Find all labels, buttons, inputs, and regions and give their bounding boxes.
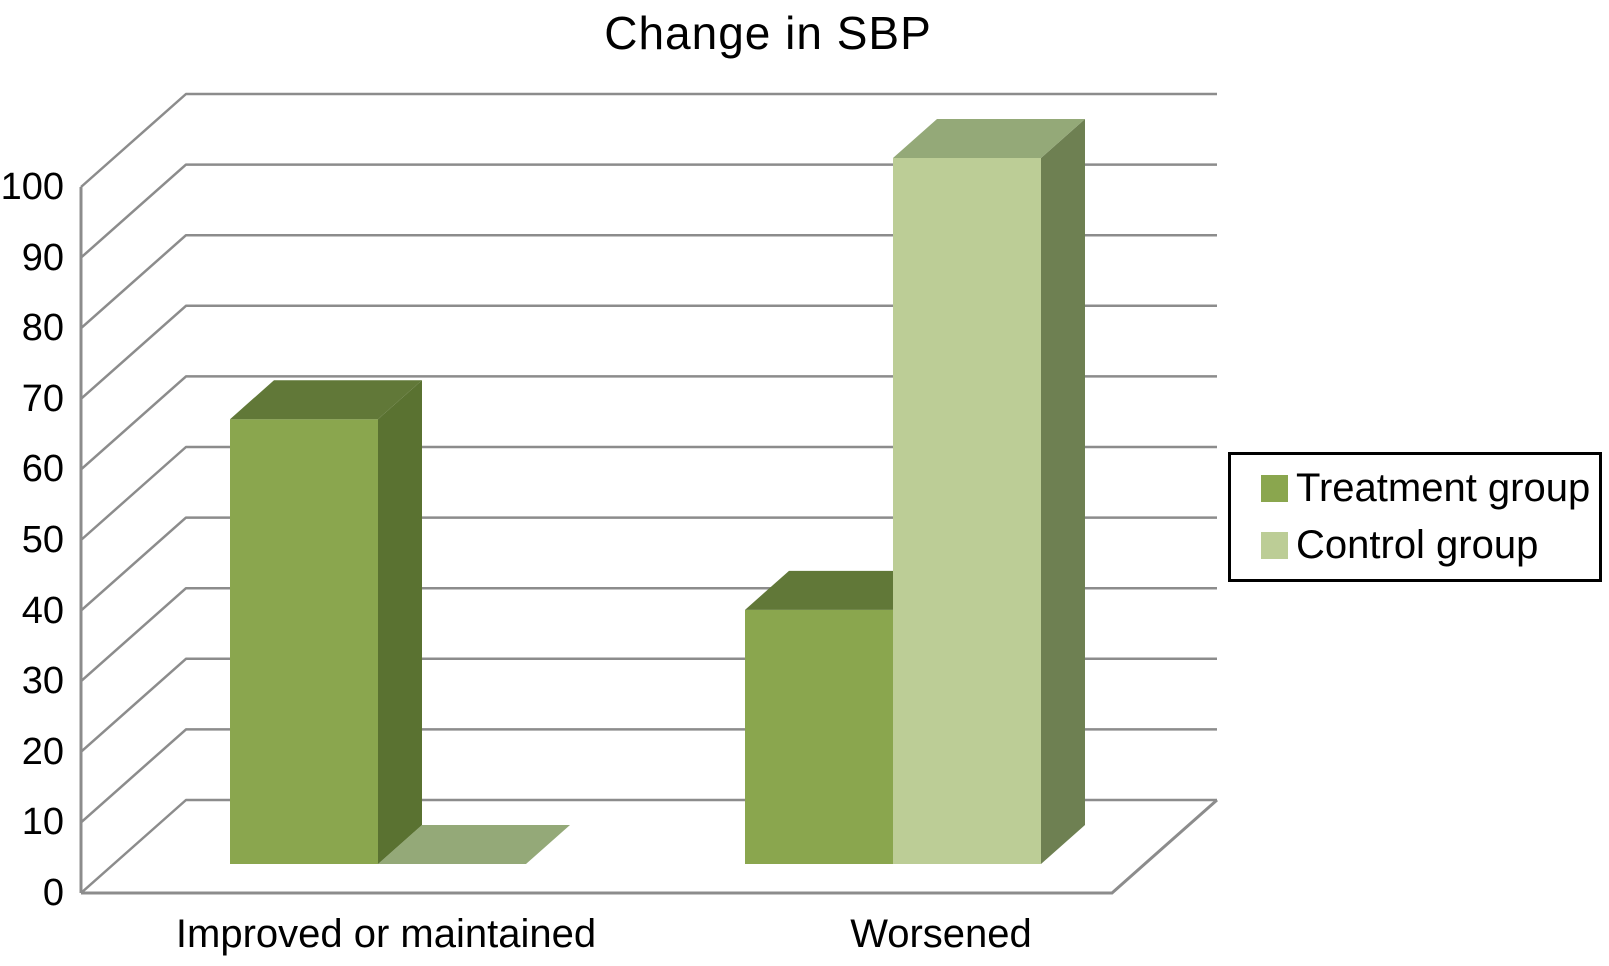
legend-item-control: Control group	[1261, 523, 1599, 568]
gridline	[80, 92, 1217, 188]
category-label: Improved or maintained	[175, 912, 597, 956]
floor-edge	[81, 798, 1218, 895]
bar-top-face	[745, 570, 937, 610]
legend: Treatment group Control group	[1228, 452, 1602, 582]
bar-side-face	[1041, 119, 1085, 864]
category-label: Worsened	[850, 912, 1032, 956]
y-tick-label: 100	[0, 166, 64, 208]
bar-front-face	[230, 419, 378, 864]
y-tick-label: 40	[21, 589, 64, 632]
gridline	[80, 375, 1217, 471]
bar-top-face	[230, 380, 422, 420]
y-tick-label: 20	[21, 730, 64, 773]
bar-top-face	[893, 119, 1085, 158]
bar-control-improved	[378, 825, 570, 864]
gridline	[80, 445, 1217, 541]
y-tick-label: 60	[21, 448, 64, 491]
y-tick-label: 90	[21, 236, 64, 279]
y-tick-label: 70	[21, 377, 64, 420]
gridline	[80, 304, 1217, 400]
legend-label-control: Control group	[1296, 522, 1539, 567]
gridline	[80, 233, 1217, 330]
chart-title: Change in SBP	[604, 7, 932, 59]
y-tick-label: 80	[21, 307, 64, 350]
bar-front-face	[893, 158, 1041, 864]
gridline	[80, 516, 1217, 612]
y-tick-label: 30	[21, 660, 64, 703]
gridlines	[80, 92, 1217, 894]
gridline	[80, 163, 1217, 259]
legend-swatch-control-icon	[1261, 531, 1288, 559]
axis-frame	[79, 187, 1218, 895]
y-tick-label: 10	[21, 801, 64, 844]
bar-front-face	[745, 609, 893, 864]
bar-treatment-improved	[230, 380, 422, 864]
legend-item-treatment: Treatment group	[1261, 466, 1599, 511]
bar-side-face	[378, 380, 422, 864]
bar-control-worsened	[893, 119, 1085, 864]
bar-top-face	[378, 825, 570, 864]
y-tick-label: 50	[21, 519, 64, 561]
legend-swatch-treatment-icon	[1261, 475, 1288, 503]
legend-label-treatment: Treatment group	[1296, 466, 1591, 511]
y-tick-label: 0	[42, 872, 64, 914]
